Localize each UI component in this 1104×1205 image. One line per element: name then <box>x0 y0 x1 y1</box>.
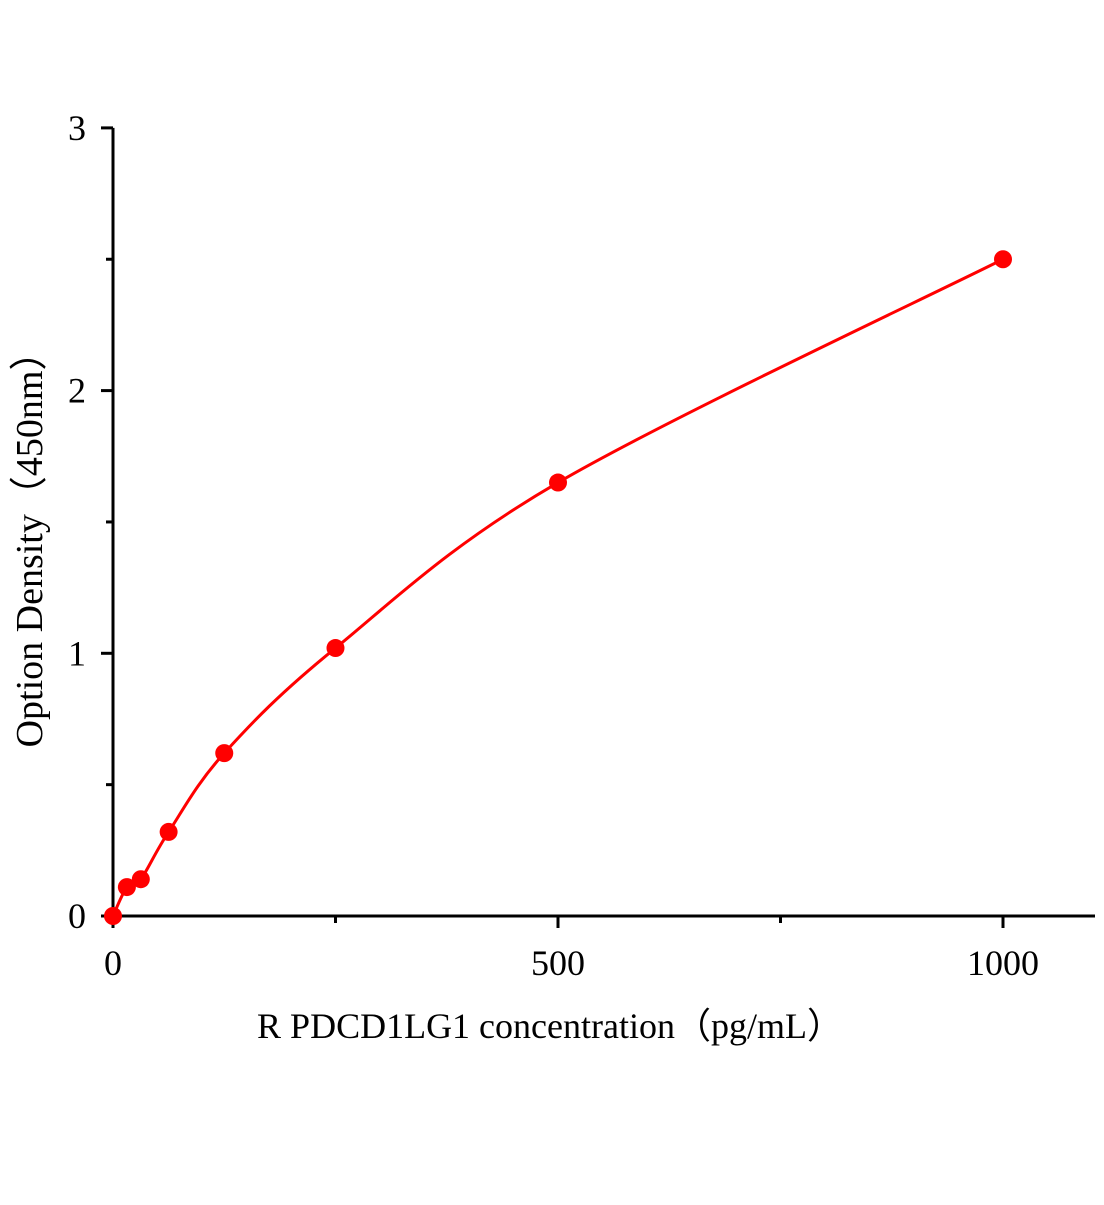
y-axis-label: Option Density（450nm） <box>9 333 51 748</box>
x-axis-label: R PDCD1LG1 concentration（pg/mL） <box>257 1006 843 1046</box>
y-tick-label: 3 <box>68 108 86 148</box>
x-tick-label: 0 <box>104 943 122 983</box>
fit-curve <box>111 257 1004 917</box>
x-tick-label: 1000 <box>967 943 1039 983</box>
y-tick-label: 2 <box>68 371 86 411</box>
x-tick-label: 500 <box>531 943 585 983</box>
y-tick-label: 1 <box>68 633 86 673</box>
y-tick-label: 0 <box>68 896 86 936</box>
data-point <box>549 473 567 492</box>
data-point <box>326 639 345 658</box>
data-point <box>215 744 234 763</box>
data-point <box>131 870 150 889</box>
data-point <box>159 822 178 841</box>
data-point <box>117 878 136 897</box>
data-point <box>104 907 122 925</box>
data-point <box>994 250 1012 269</box>
